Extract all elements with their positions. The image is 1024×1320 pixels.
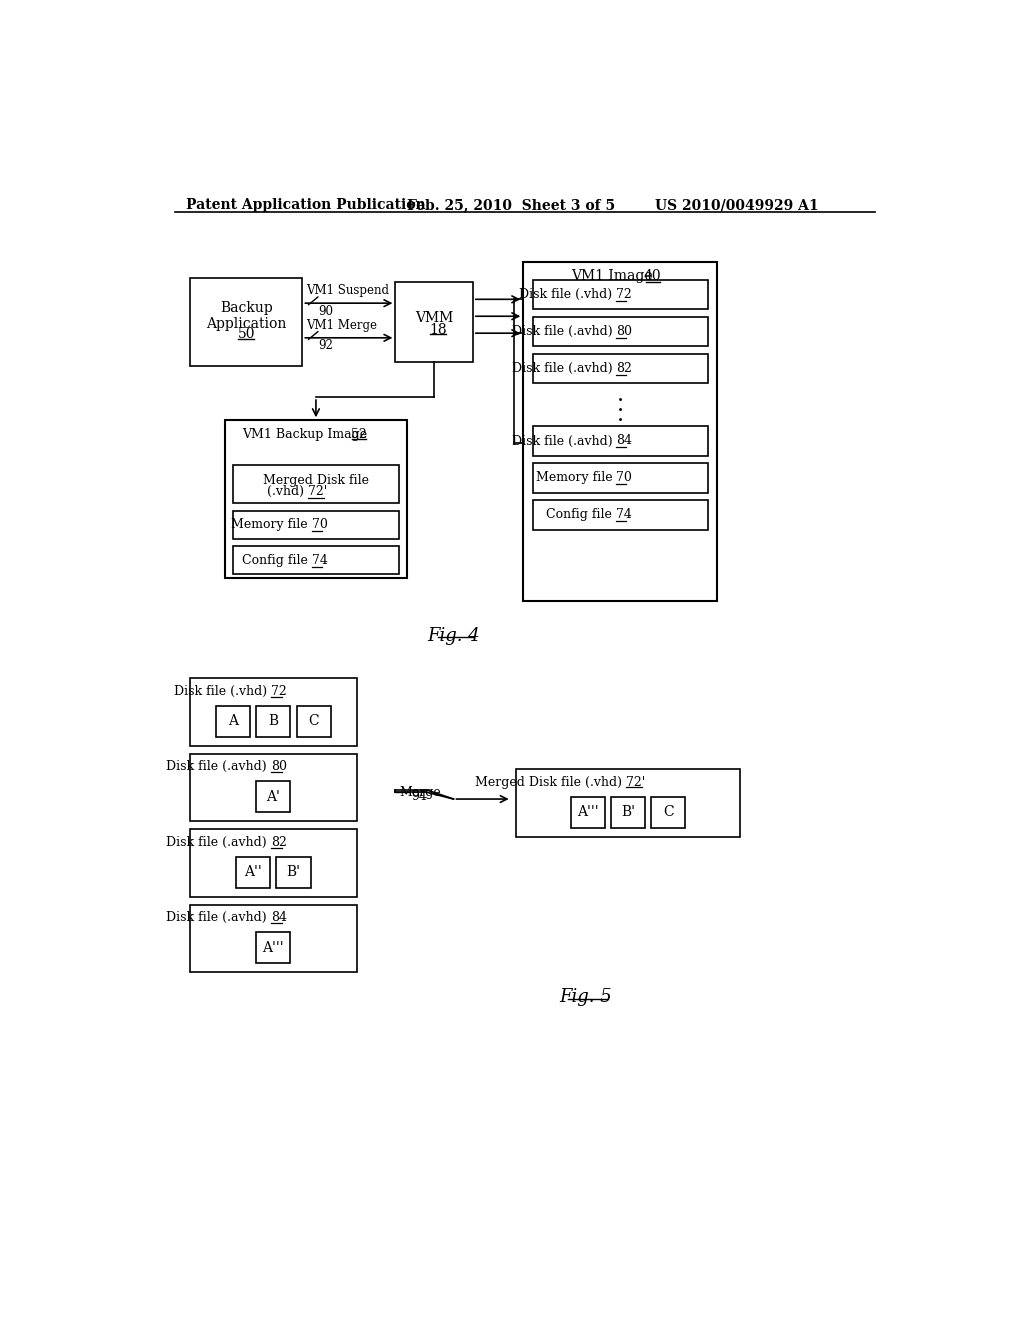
Text: B': B': [621, 805, 635, 820]
Text: Disk file (.avhd): Disk file (.avhd): [166, 760, 271, 774]
Bar: [395, 281, 473, 363]
Text: B: B: [268, 714, 279, 729]
Text: Config file: Config file: [547, 508, 616, 521]
Text: Merge: Merge: [399, 787, 441, 800]
Text: 82: 82: [271, 836, 287, 849]
Text: VM1 Backup Image: VM1 Backup Image: [242, 428, 367, 441]
Text: Disk file (.avhd): Disk file (.avhd): [512, 325, 616, 338]
Bar: [237, 857, 270, 887]
Text: A''': A''': [262, 941, 284, 954]
Text: US 2010/0049929 A1: US 2010/0049929 A1: [655, 198, 818, 213]
Text: VMM: VMM: [415, 312, 454, 325]
Text: 18: 18: [429, 322, 446, 337]
Text: .: .: [616, 404, 624, 426]
Text: 52: 52: [350, 428, 367, 441]
Text: Disk file (.vhd): Disk file (.vhd): [519, 288, 616, 301]
Bar: [190, 277, 302, 367]
Bar: [190, 829, 356, 896]
Bar: [532, 500, 708, 529]
Text: 70: 70: [312, 519, 328, 532]
Bar: [232, 511, 399, 539]
Bar: [515, 770, 740, 837]
Bar: [532, 354, 708, 383]
Bar: [532, 463, 708, 492]
Text: A''': A''': [577, 805, 598, 820]
Text: 40: 40: [644, 269, 662, 284]
Text: Fig. 4: Fig. 4: [427, 627, 480, 644]
Bar: [256, 932, 291, 964]
Text: 80: 80: [271, 760, 287, 774]
Text: 90: 90: [317, 305, 333, 318]
Text: Config file: Config file: [243, 554, 312, 566]
Text: 72': 72': [626, 776, 645, 788]
Text: Disk file (.avhd): Disk file (.avhd): [512, 362, 616, 375]
Text: 94: 94: [411, 789, 427, 803]
Bar: [216, 706, 250, 737]
Bar: [532, 280, 708, 309]
Text: 74: 74: [616, 508, 632, 521]
Text: VM1 Merge: VM1 Merge: [306, 318, 377, 331]
Text: A'': A'': [245, 865, 262, 879]
Text: Disk file (.avhd): Disk file (.avhd): [512, 434, 616, 447]
Text: .: .: [616, 384, 624, 405]
Bar: [225, 420, 407, 578]
Bar: [570, 797, 604, 828]
Bar: [532, 317, 708, 346]
Bar: [232, 465, 399, 503]
Text: 72: 72: [616, 288, 632, 301]
Text: 70: 70: [616, 471, 632, 484]
Bar: [190, 754, 356, 821]
Text: Feb. 25, 2010  Sheet 3 of 5: Feb. 25, 2010 Sheet 3 of 5: [407, 198, 615, 213]
Text: 72: 72: [271, 685, 287, 698]
Text: C: C: [663, 805, 674, 820]
Bar: [232, 546, 399, 574]
Text: 92: 92: [317, 339, 333, 352]
Text: A': A': [266, 789, 281, 804]
Bar: [523, 263, 717, 601]
Text: A: A: [228, 714, 238, 729]
Text: Merged Disk file (.vhd): Merged Disk file (.vhd): [474, 776, 626, 788]
Bar: [256, 706, 291, 737]
Text: Disk file (.avhd): Disk file (.avhd): [166, 911, 271, 924]
Bar: [297, 706, 331, 737]
Text: Fig. 5: Fig. 5: [559, 989, 611, 1006]
Text: Merged Disk file: Merged Disk file: [263, 474, 369, 487]
Text: VM1 Suspend: VM1 Suspend: [306, 284, 389, 297]
Bar: [190, 904, 356, 973]
Bar: [651, 797, 685, 828]
Text: B': B': [287, 865, 300, 879]
Text: 80: 80: [616, 325, 632, 338]
Text: 84: 84: [271, 911, 287, 924]
Bar: [611, 797, 645, 828]
Bar: [256, 781, 291, 812]
Text: Patent Application Publication: Patent Application Publication: [186, 198, 426, 213]
Text: .: .: [616, 393, 624, 416]
Bar: [276, 857, 310, 887]
Text: Disk file (.vhd): Disk file (.vhd): [174, 685, 271, 698]
Text: (.vhd): (.vhd): [267, 486, 308, 499]
Text: Backup
Application: Backup Application: [206, 301, 287, 331]
Bar: [532, 426, 708, 455]
Text: C: C: [308, 714, 318, 729]
Text: 82: 82: [616, 362, 632, 375]
Text: 50: 50: [238, 327, 255, 342]
Text: Memory file: Memory file: [231, 519, 312, 532]
Text: Disk file (.avhd): Disk file (.avhd): [166, 836, 271, 849]
Text: VM1 Image: VM1 Image: [571, 269, 653, 284]
Text: 84: 84: [616, 434, 632, 447]
Bar: [190, 678, 356, 746]
Text: 74: 74: [312, 554, 328, 566]
Text: 72': 72': [308, 486, 328, 499]
Text: Memory file: Memory file: [536, 471, 616, 484]
